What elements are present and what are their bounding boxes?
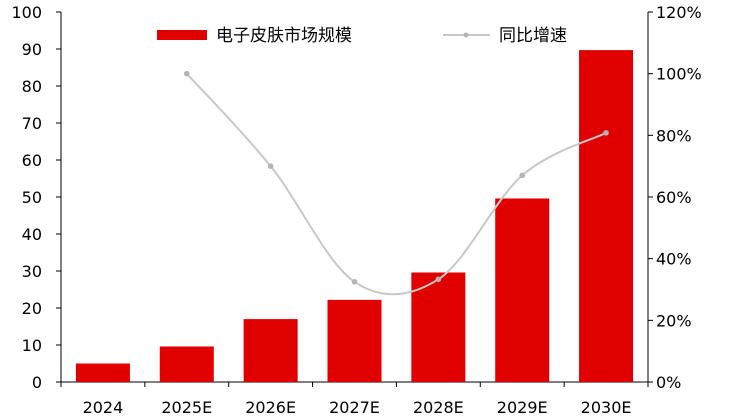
growth-point [267, 163, 274, 169]
legend-bar-label: 电子皮肤市场规模 [216, 26, 352, 46]
growth-point [183, 70, 190, 77]
x-tick-label: 2024 [83, 398, 124, 416]
x-tick-label: 2025E [161, 398, 212, 416]
x-tick-label: 2027E [329, 398, 380, 416]
bar [579, 50, 634, 383]
left-tick-label: 0 [32, 373, 42, 392]
left-tick-label: 10 [22, 336, 42, 355]
right-tick-label: 0% [656, 373, 681, 392]
right-tick-label: 20% [656, 311, 692, 330]
left-tick-label: 70 [22, 114, 42, 133]
right-tick-label: 100% [656, 65, 702, 84]
left-tick-label: 80 [22, 77, 42, 96]
legend-bar-swatch [157, 30, 207, 40]
bar [75, 363, 130, 382]
left-tick-label: 50 [22, 188, 42, 207]
left-tick-label: 30 [22, 262, 42, 281]
growth-line-series [183, 70, 609, 296]
x-tick-label: 2026E [245, 398, 296, 416]
growth-point [519, 172, 526, 179]
x-tick-label: 2028E [413, 398, 464, 416]
x-tick-label: 2030E [581, 398, 632, 416]
right-tick-label: 40% [656, 250, 692, 269]
bar [495, 198, 550, 382]
right-tick-label: 60% [656, 188, 692, 207]
bar [243, 319, 298, 382]
legend-line-marker [463, 32, 469, 38]
growth-point [435, 276, 442, 283]
left-tick-label: 20 [22, 299, 42, 318]
right-tick-label: 80% [656, 126, 692, 145]
growth-point [351, 278, 358, 285]
left-tick-label: 60 [22, 151, 42, 170]
growth-point [603, 130, 609, 136]
left-tick-label: 40 [22, 225, 42, 244]
legend: 电子皮肤市场规模 同比增速 [157, 26, 567, 46]
right-tick-label: 120% [656, 3, 702, 22]
left-tick-label: 100 [11, 3, 42, 22]
bar [327, 299, 382, 382]
bar [159, 346, 214, 382]
tick-labels: 0 10 20 30 40 50 60 70 80 90 100 0% 20% 40% 60% 80% 100%… [11, 3, 701, 416]
left-tick-label: 90 [22, 40, 42, 59]
bars [75, 50, 634, 383]
legend-line-label: 同比增速 [499, 26, 567, 46]
x-tick-label: 2029E [497, 398, 548, 416]
bar [411, 272, 466, 382]
